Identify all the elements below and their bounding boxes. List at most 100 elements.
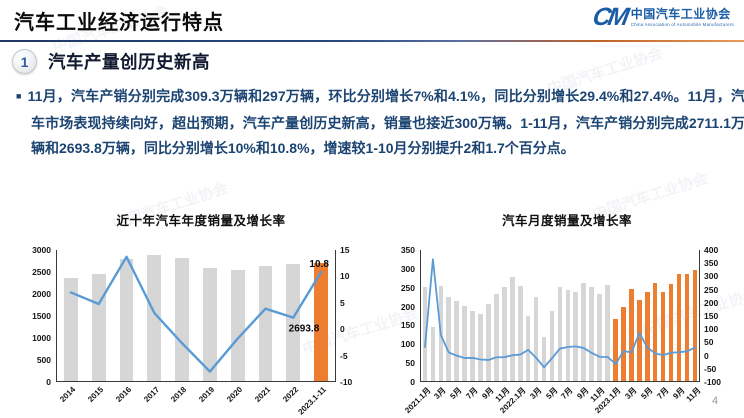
axis-tick-label: 2500 xyxy=(32,267,51,277)
sales-bar xyxy=(470,311,475,381)
x-tick-label: 7月 xyxy=(655,385,671,401)
x-tick-label: 3月 xyxy=(432,385,448,401)
sales-bar xyxy=(652,282,658,381)
axis-tick-label: 50 xyxy=(405,358,415,369)
sales-bar xyxy=(147,254,162,381)
x-tick-label: 7月 xyxy=(464,385,480,401)
x-tick-label: 3月 xyxy=(623,385,639,401)
sales-bar xyxy=(486,303,491,381)
sales-bar xyxy=(494,293,499,381)
sales-bar xyxy=(613,319,618,381)
x-axis-labels: 2021.1月 3月 5月 7月 9月 11月 2022.1月 3月 5月 7月 9月 11月 2023… xyxy=(403,381,703,417)
page-number: 4 xyxy=(712,395,719,407)
x-tick-label: 11月 xyxy=(684,385,703,404)
sales-bar xyxy=(509,276,515,381)
axis-tick-label: 3000 xyxy=(32,245,51,255)
x-tick-label: 5月 xyxy=(448,385,464,401)
x-tick-label: 2017 xyxy=(141,385,161,404)
axis-tick-label: 350 xyxy=(400,245,415,255)
axis-tick-label: 15 xyxy=(340,245,350,255)
x-tick-label: 2016 xyxy=(113,385,133,404)
axis-tick-label: 1000 xyxy=(32,333,51,343)
logo-org-name-en: China Association of Automobile Manufact… xyxy=(630,21,734,27)
axis-tick-label: 200 xyxy=(704,297,719,308)
sales-bar xyxy=(660,291,666,381)
sales-bar xyxy=(668,284,674,381)
logo-org-name: 中国汽车工业协会 xyxy=(630,7,731,22)
axis-tick-label: 400 xyxy=(704,245,719,255)
x-tick-label: 5月 xyxy=(639,385,655,401)
x-tick-label: 2019 xyxy=(197,385,217,404)
axis-tick-label: 300 xyxy=(704,271,719,282)
x-tick-label: 2020 xyxy=(225,385,245,404)
chart-title: 近十年汽车年度销量及增长率 xyxy=(116,214,286,228)
axis-tick-label: 0 xyxy=(410,377,415,387)
sales-bar xyxy=(446,296,452,381)
section-header: 1 汽车产量创历史新高 xyxy=(12,49,210,74)
x-tick-label: 2022 xyxy=(280,385,300,404)
axis-tick-label: 200 xyxy=(400,301,415,312)
sales-bar xyxy=(525,316,531,381)
x-tick-label: 2023.1-11 xyxy=(295,385,328,417)
axis-tick-label: 500 xyxy=(36,355,51,365)
x-tick-label: 2014 xyxy=(58,385,78,404)
growth-line xyxy=(57,250,335,381)
sales-bar xyxy=(597,293,602,381)
sales-bar xyxy=(565,290,571,381)
summary-text: 11月，汽车产销分别完成309.3万辆和297万辆，环比分别增长7%和4.1%，… xyxy=(27,88,744,156)
axis-tick-label: 150 xyxy=(704,311,719,321)
caam-logo: CM 中国汽车工业协会 China Association of Automob… xyxy=(590,3,734,31)
sales-bar xyxy=(517,286,523,381)
sales-bar xyxy=(478,313,483,381)
sales-bar xyxy=(258,266,273,381)
sales-bar xyxy=(314,263,329,381)
growth-line xyxy=(421,250,699,381)
sales-bar xyxy=(502,286,507,381)
summary-paragraph: ■ 11月，汽车产销分别完成309.3万辆和297万辆，环比分别增长7%和4.1%… xyxy=(16,84,744,161)
sales-bar xyxy=(462,305,467,381)
plot-area: 2021.1月 3月 5月 7月 9月 11月 2022.1月 3月 5月 7月 9月 11月 2023… xyxy=(403,250,702,415)
sales-bar xyxy=(644,291,650,381)
left-y-axis: 0 50 100 150 200 250 300 350 xyxy=(390,245,420,387)
axis-tick-label: -100 xyxy=(704,377,722,387)
x-tick-label: 2018 xyxy=(169,385,189,404)
x-tick-label: 9月 xyxy=(671,385,687,401)
sales-bar xyxy=(605,285,610,381)
axis-tick-label: 100 xyxy=(400,339,415,350)
x-tick-label: 2015 xyxy=(86,385,106,404)
right-y-axis: -10 -5 0 5 10 15 xyxy=(336,245,368,387)
sales-bar xyxy=(557,287,563,381)
x-tick-label: 9月 xyxy=(480,385,496,401)
sales-bar xyxy=(636,300,642,381)
axis-tick-label: -5 xyxy=(340,350,348,361)
sales-bar xyxy=(119,258,134,381)
sales-bar xyxy=(621,307,626,381)
x-tick-label: 2021.1月 xyxy=(402,385,433,416)
axis-tick-label: 0 xyxy=(340,324,345,335)
sales-bar xyxy=(692,269,698,381)
title-divider xyxy=(0,40,744,43)
sales-bar xyxy=(541,336,547,381)
axis-tick-label: 150 xyxy=(400,320,415,331)
sales-bar xyxy=(581,283,587,381)
axis-tick-label: 1500 xyxy=(32,311,51,321)
axis-tick-label: -10 xyxy=(340,377,353,387)
monthly-sales-chart: 汽车月度销量及增长率 0 50 100 150 200 250 300 350 2021.1月… xyxy=(390,210,732,415)
sales-bar xyxy=(533,297,539,381)
sales-bar xyxy=(230,270,245,381)
axis-tick-label: 0 xyxy=(46,377,51,387)
chart-title: 汽车月度销量及增长率 xyxy=(501,214,632,228)
axis-tick-label: 0 xyxy=(704,350,709,361)
axis-tick-label: 350 xyxy=(704,258,719,269)
x-tick-label: 9月 xyxy=(575,385,591,401)
axis-tick-label: -50 xyxy=(704,363,717,374)
sales-bar xyxy=(175,258,190,381)
sales-bar xyxy=(589,287,594,381)
caam-logo-mark-icon: CM xyxy=(590,3,629,31)
axis-tick-label: 250 xyxy=(704,284,719,295)
x-tick-label: 2021 xyxy=(252,385,272,404)
right-y-axis: -100 -50 0 50 100 150 200 250 300 350 400 xyxy=(700,245,732,387)
axis-tick-label: 2000 xyxy=(32,289,51,299)
axis-tick-label: 50 xyxy=(704,337,714,348)
axis-tick-label: 5 xyxy=(340,297,345,308)
